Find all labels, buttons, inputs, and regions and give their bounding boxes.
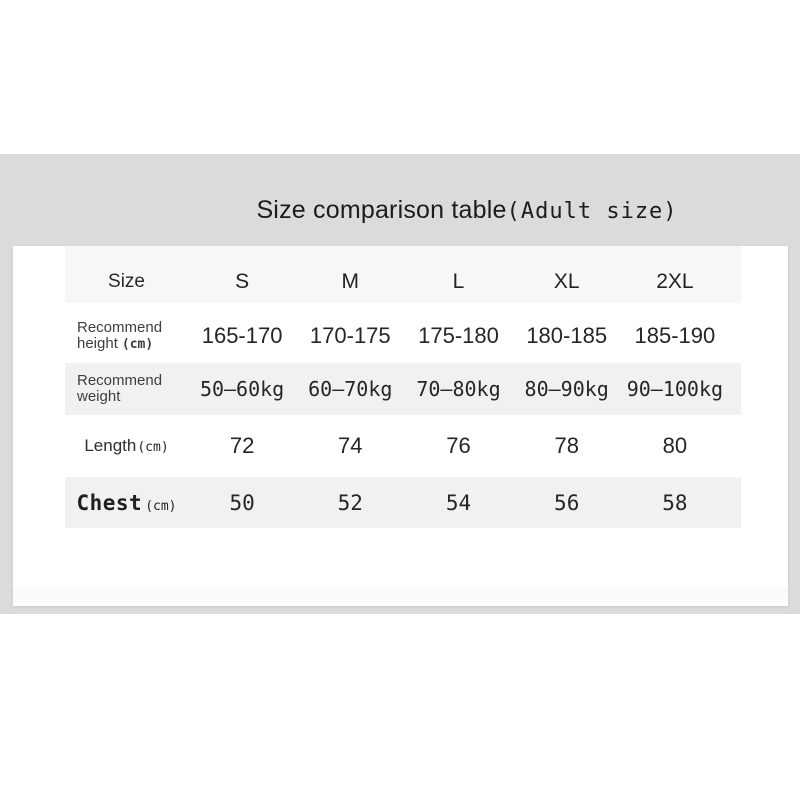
row-label-recommend-height: Recommend height (cm) (65, 318, 188, 353)
weight-value-m: 60–70kg (308, 377, 393, 401)
table-row-recommend-weight: Recommend weight 50–60kg 60–70kg 70–80kg… (65, 363, 741, 415)
header-size-xl: XL (553, 269, 580, 293)
label-line-2: weight (77, 388, 121, 405)
height-value-l: 175-180 (418, 323, 499, 348)
header-size-s: S (235, 269, 250, 293)
length-value-xl: 78 (554, 433, 579, 458)
chart-title-main: Size comparison table (256, 196, 507, 224)
table-row-length: Length(cm) 72 74 76 78 80 (65, 415, 741, 477)
length-value-l: 76 (446, 433, 471, 458)
size-table-card: Size S M L XL 2XL Recommend height (cm) 1… (13, 246, 788, 606)
chest-value-xl: 56 (554, 490, 580, 515)
length-value-m: 74 (338, 433, 363, 458)
height-value-s: 165-170 (201, 323, 283, 348)
row-label-recommend-weight: Recommend weight (65, 373, 188, 405)
length-value-2xl: 80 (662, 433, 688, 458)
size-table: Size S M L XL 2XL Recommend height (cm) 1… (65, 246, 741, 528)
chart-title: Size comparison table(Adult size) (0, 190, 800, 229)
height-value-xl: 180-185 (526, 323, 608, 348)
row-label-chest: Chest (cm) (65, 491, 188, 515)
table-header-row: Size S M L XL 2XL (65, 246, 741, 303)
header-size-l: L (452, 269, 465, 293)
label-chest-word: Chest (76, 490, 143, 515)
header-size-label: Size (108, 270, 145, 292)
unit-cm: (cm) (145, 498, 177, 514)
chest-value-2xl: 58 (662, 490, 688, 515)
label-length-word: Length (84, 436, 137, 455)
chest-value-l: 54 (445, 490, 472, 515)
card-footer-strip (13, 587, 788, 603)
height-value-2xl: 185-190 (634, 323, 716, 348)
label-line-1: Recommend (77, 318, 163, 336)
label-height-word: height (77, 334, 118, 352)
length-value-s: 72 (229, 433, 255, 458)
unit-cm: (cm) (137, 440, 169, 455)
header-size-m: M (341, 269, 360, 293)
chart-title-suffix: (Adult size) (506, 199, 678, 224)
table-row-recommend-height: Recommend height (cm) 165-170 170-175 175… (65, 303, 741, 363)
unit-cm: (cm) (121, 336, 154, 352)
header-size-2xl: 2XL (656, 269, 694, 293)
chest-value-s: 50 (229, 490, 255, 515)
height-value-m: 170-175 (309, 323, 391, 348)
weight-value-l: 70–80kg (416, 377, 501, 401)
chest-value-m: 52 (337, 490, 363, 515)
weight-value-s: 50–60kg (199, 377, 285, 401)
label-line-2: height (cm) (77, 334, 188, 353)
weight-value-2xl: 90–100kg (626, 377, 724, 401)
table-row-chest: Chest (cm) 50 52 54 56 58 (65, 477, 741, 528)
row-label-length: Length(cm) (65, 436, 188, 456)
label-line-1: Recommend (77, 372, 163, 389)
weight-value-xl: 80–90kg (524, 377, 609, 401)
